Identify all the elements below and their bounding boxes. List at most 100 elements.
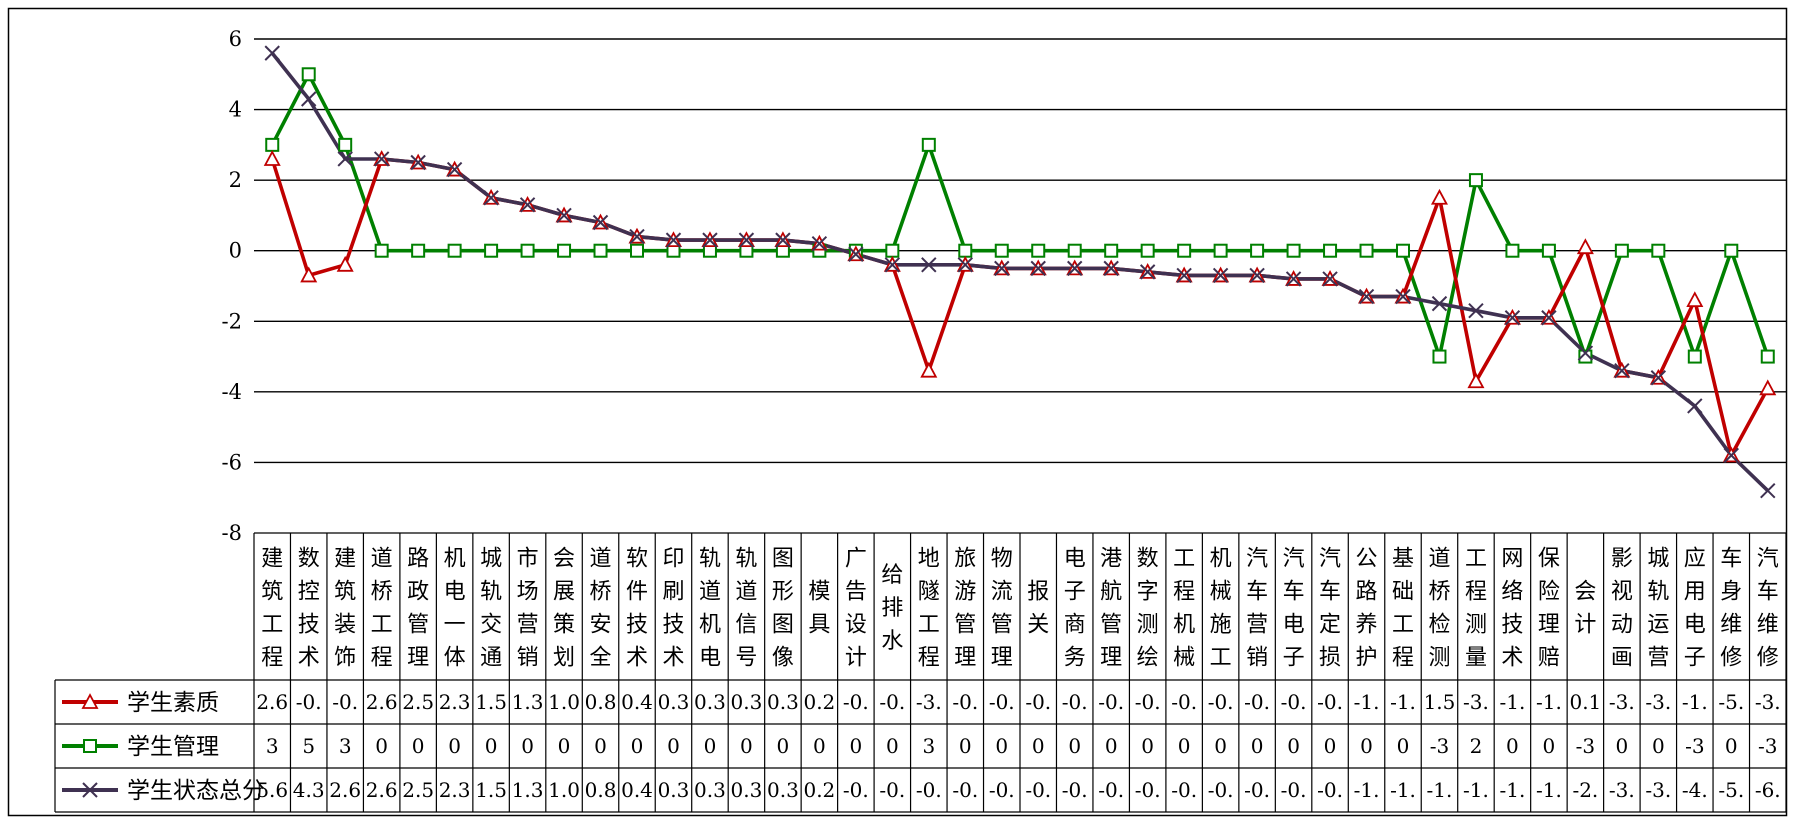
data-point bbox=[1432, 349, 1447, 364]
category-label: 基础工程 bbox=[1392, 547, 1414, 671]
data-point bbox=[1759, 379, 1777, 396]
category-label: 汽车维修 bbox=[1757, 547, 1779, 671]
category-label: 图形图像 bbox=[772, 547, 794, 671]
table-cell: -0. bbox=[1281, 778, 1307, 802]
data-point bbox=[592, 214, 609, 231]
table-cell: 0 bbox=[1141, 734, 1154, 758]
category-label: 道桥检测 bbox=[1428, 547, 1450, 671]
data-point bbox=[1760, 349, 1775, 364]
data-point bbox=[958, 243, 973, 258]
data-point bbox=[338, 137, 353, 152]
table-cell: 0.2 bbox=[803, 778, 835, 802]
category-label: 公路养护 bbox=[1356, 547, 1378, 671]
data-point bbox=[1139, 264, 1156, 280]
category-label: 机电一体 bbox=[444, 547, 466, 671]
table-cell: -0. bbox=[879, 690, 905, 714]
table-cell: 0 bbox=[995, 734, 1008, 758]
data-point bbox=[1103, 260, 1119, 277]
data-point bbox=[1651, 243, 1666, 258]
table-cell: -1. bbox=[1390, 778, 1416, 802]
data-point bbox=[1213, 243, 1228, 258]
table-cell: 2.6 bbox=[366, 778, 398, 802]
data-table: 学生素质 2.6 -0. -0. 2.6 2.5 2.3 1.5 1.3 1.0 0.8 0.4 0.3… bbox=[54, 679, 1786, 813]
category-label: 物流管理 bbox=[991, 547, 1013, 671]
table-cell: 3 bbox=[266, 734, 279, 758]
category-label: 电子商务 bbox=[1064, 547, 1086, 671]
data-point bbox=[1286, 243, 1301, 258]
data-point bbox=[1614, 362, 1630, 379]
y-tick-label: 0 bbox=[229, 239, 242, 263]
data-point bbox=[1249, 267, 1265, 284]
category-label: 网络技术 bbox=[1501, 547, 1523, 671]
category-label: 建筑装饰 bbox=[334, 547, 356, 671]
category-label: 软件技术 bbox=[626, 547, 648, 671]
table-cell: 0 bbox=[1214, 734, 1227, 758]
table-cell: 2.6 bbox=[366, 690, 398, 714]
table-cell: -0. bbox=[1135, 778, 1161, 802]
data-point bbox=[1541, 310, 1557, 326]
table-cell: -0. bbox=[1281, 690, 1307, 714]
table-cell: -1. bbox=[1536, 778, 1562, 802]
table-cell: -0. bbox=[1062, 778, 1088, 802]
data-point bbox=[1177, 243, 1192, 258]
table-cell: 1.3 bbox=[512, 690, 544, 714]
series-lines bbox=[263, 45, 1777, 499]
table-cell: 1.5 bbox=[475, 690, 507, 714]
table-cell: -0. bbox=[1208, 690, 1234, 714]
category-label: 市场营销 bbox=[517, 547, 539, 671]
category-label: 轨道机电 bbox=[699, 547, 721, 671]
table-cell: -5. bbox=[1718, 778, 1744, 802]
data-point bbox=[1614, 243, 1629, 258]
table-cell: 1.5 bbox=[1424, 690, 1456, 714]
table-cell: -3. bbox=[1609, 778, 1635, 802]
table-cell: -3. bbox=[1609, 690, 1635, 714]
category-label: 汽车定损 bbox=[1319, 547, 1341, 671]
table-cell: -0. bbox=[296, 690, 322, 714]
data-point bbox=[1212, 267, 1229, 284]
data-point bbox=[629, 228, 645, 245]
table-cell: 5 bbox=[302, 734, 315, 758]
table-cell: 0.2 bbox=[803, 690, 835, 714]
table-cell: 2.5 bbox=[402, 778, 434, 802]
data-point bbox=[1358, 288, 1375, 305]
category-label: 应用电子 bbox=[1684, 547, 1706, 671]
table-cell: 0 bbox=[959, 734, 972, 758]
table-cell: 3 bbox=[922, 734, 935, 758]
table-cell: 0.3 bbox=[658, 690, 690, 714]
data-point bbox=[775, 232, 791, 248]
data-point bbox=[1359, 243, 1374, 258]
data-point bbox=[337, 151, 353, 167]
category-label: 印刷技术 bbox=[662, 547, 684, 671]
data-point bbox=[1430, 188, 1448, 205]
y-tick-label: -4 bbox=[222, 380, 242, 404]
table-cell: 0 bbox=[777, 734, 790, 758]
table-cell: 0 bbox=[849, 734, 862, 758]
data-point bbox=[1104, 243, 1119, 258]
y-tick-label: 4 bbox=[229, 98, 242, 122]
table-cell: 0.3 bbox=[731, 778, 763, 802]
category-label: 道桥工程 bbox=[371, 547, 393, 671]
legend-marker bbox=[83, 739, 97, 753]
category-labels: 建筑工程数控技术建筑装饰道桥工程路政管理机电一体城轨交通市场营销会展策划道桥安全… bbox=[253, 532, 1787, 812]
table-cell: 2.6 bbox=[329, 778, 361, 802]
table-cell: 5.6 bbox=[256, 778, 288, 802]
data-point bbox=[557, 243, 572, 258]
y-tick-label: -8 bbox=[222, 521, 242, 545]
table-cell: -1. bbox=[1500, 778, 1526, 802]
y-tick-label: 2 bbox=[229, 168, 242, 192]
data-point bbox=[301, 67, 316, 82]
table-cell: 0 bbox=[1032, 734, 1045, 758]
y-tick-label: -2 bbox=[222, 309, 242, 333]
table-cell: -0. bbox=[952, 690, 978, 714]
category-label: 旅游管理 bbox=[954, 547, 976, 671]
y-tick-label: -6 bbox=[222, 450, 242, 474]
table-cell: 1.5 bbox=[475, 778, 507, 802]
table-cell: -0. bbox=[1098, 690, 1124, 714]
category-label: 工程机械 bbox=[1173, 547, 1195, 671]
category-label: 汽车营销 bbox=[1246, 547, 1268, 671]
table-cell: 0 bbox=[1615, 734, 1628, 758]
data-point bbox=[373, 151, 390, 167]
data-point bbox=[447, 243, 462, 258]
table-cell: -0. bbox=[989, 690, 1015, 714]
